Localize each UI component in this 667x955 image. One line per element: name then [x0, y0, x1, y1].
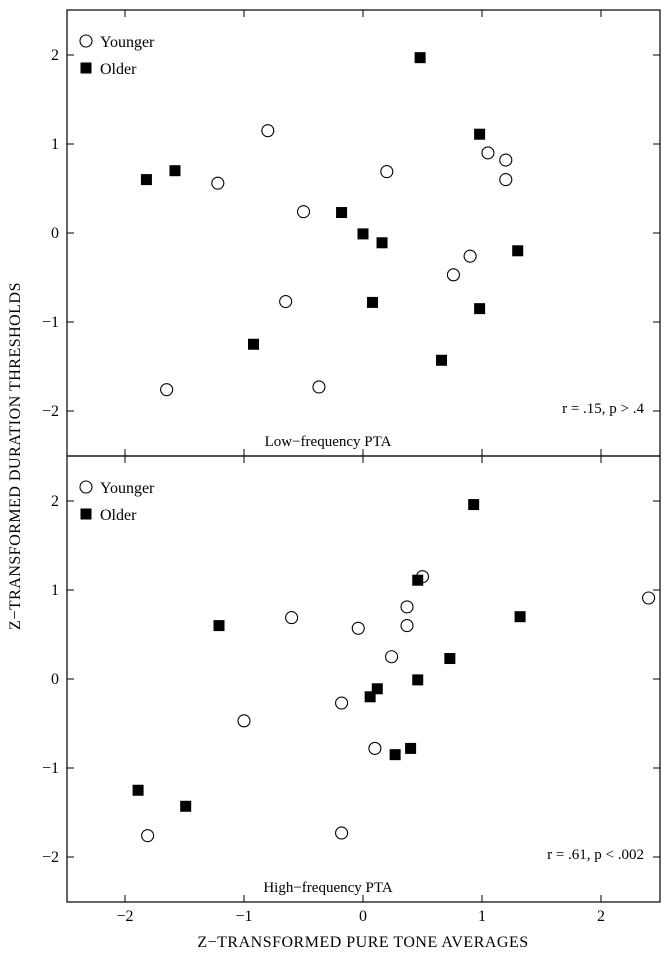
panel-1-point-older — [376, 237, 388, 249]
panel-1-point-older — [357, 228, 369, 240]
panel-1-point-younger — [463, 249, 477, 263]
panel-1-y-tick-label: −1 — [42, 314, 59, 331]
panel-2-point-older — [412, 574, 424, 586]
panel-2-legend-marker-younger — [79, 480, 93, 494]
panel-2-legend-marker-older — [80, 508, 92, 520]
panel-2-subtitle: High−frequency PTA — [263, 880, 392, 896]
panel-2-point-older — [180, 800, 192, 812]
panel-1-point-younger — [481, 146, 495, 160]
panel-1-legend-label-younger: Younger — [100, 34, 155, 51]
panel-2-point-older — [132, 784, 144, 796]
x-tick-label: 2 — [597, 908, 605, 925]
panel-2-point-younger — [141, 829, 155, 843]
panel-2-point-younger — [400, 619, 414, 633]
panel-1-point-younger — [499, 173, 513, 187]
panel-1-point-younger — [279, 294, 293, 309]
panel-1-point-younger — [499, 153, 513, 167]
panel-1-point-younger — [380, 165, 394, 179]
panel-1-legend-label-older: Older — [100, 61, 137, 78]
panel-1-y-tick-label: −2 — [42, 403, 59, 420]
x-tick-label: 0 — [359, 908, 367, 925]
x-tick-label: 1 — [478, 908, 486, 925]
panel-2-frame — [66, 455, 661, 903]
panel-2-point-older — [371, 683, 383, 695]
panel-2-y-tick-label: −1 — [42, 760, 59, 777]
panel-2-point-older — [514, 611, 526, 623]
panel-2-point-older — [405, 742, 417, 754]
x-tick-label: −2 — [116, 908, 133, 925]
panel-1-point-older — [336, 207, 348, 219]
panel-2-point-younger — [335, 826, 349, 840]
panel-1-point-older — [436, 354, 448, 366]
panel-1-point-younger — [211, 176, 225, 190]
panel-1-point-younger — [160, 383, 174, 397]
panel-2-point-younger — [351, 621, 365, 635]
panel-1-point-older — [414, 52, 426, 64]
panel-2-legend-label-older: Older — [100, 507, 137, 524]
panel-2-y-tick-label: 2 — [51, 493, 59, 510]
panel-2-point-younger — [335, 696, 349, 710]
panel-2-y-tick-label: 1 — [51, 582, 59, 599]
panel-1-point-younger — [296, 205, 311, 219]
panel-2-y-tick-label: 0 — [51, 671, 59, 688]
panel-2-point-older — [444, 653, 456, 665]
panel-2-point-younger — [385, 650, 399, 664]
panel-1-point-older — [474, 128, 486, 140]
panel-1-correlation-annotation: r = .15, p > .4 — [562, 401, 644, 417]
panel-1-y-tick-label: 0 — [51, 225, 59, 242]
panel-1-point-older — [248, 338, 260, 350]
panel-1-point-older — [169, 165, 181, 177]
panel-1-legend-marker-younger — [79, 34, 93, 48]
panel-2-point-older — [213, 620, 225, 632]
panel-1-subtitle: Low−frequency PTA — [265, 434, 392, 450]
panel-1-point-younger — [312, 380, 326, 394]
panel-2-point-older — [468, 499, 480, 511]
y-axis-label: Z−TRANSFORMED DURATION THRESHOLDS — [7, 282, 24, 630]
panel-2-point-younger — [285, 611, 299, 625]
x-axis-label: Z−TRANSFORMED PURE TONE AVERAGES — [197, 934, 528, 951]
panel-2-legend-label-younger: Younger — [100, 480, 155, 497]
panel-1-point-older — [140, 174, 152, 186]
panel-1-point-older — [474, 303, 486, 315]
panel-1-y-tick-label: 2 — [51, 47, 59, 64]
panel-1-point-older — [367, 296, 379, 308]
panel-2-point-younger — [368, 741, 382, 755]
panel-2-correlation-annotation: r = .61, p < .002 — [547, 847, 644, 863]
panel-1-point-older — [512, 245, 524, 257]
panel-2-point-older — [412, 674, 424, 686]
panel-1-point-younger — [261, 124, 275, 138]
panel-2-y-tick-label: −2 — [42, 849, 59, 866]
panel-2-point-younger — [400, 600, 414, 614]
panel-2-point-younger — [642, 591, 656, 605]
panel-1-point-younger — [446, 268, 460, 282]
panel-2-point-older — [364, 691, 376, 703]
panel-2-point-older — [389, 749, 401, 761]
panel-2-point-younger — [237, 714, 251, 728]
x-tick-label: −1 — [235, 908, 252, 925]
panel-1-y-tick-label: 1 — [51, 136, 59, 153]
panel-1-legend-marker-older — [80, 62, 92, 74]
